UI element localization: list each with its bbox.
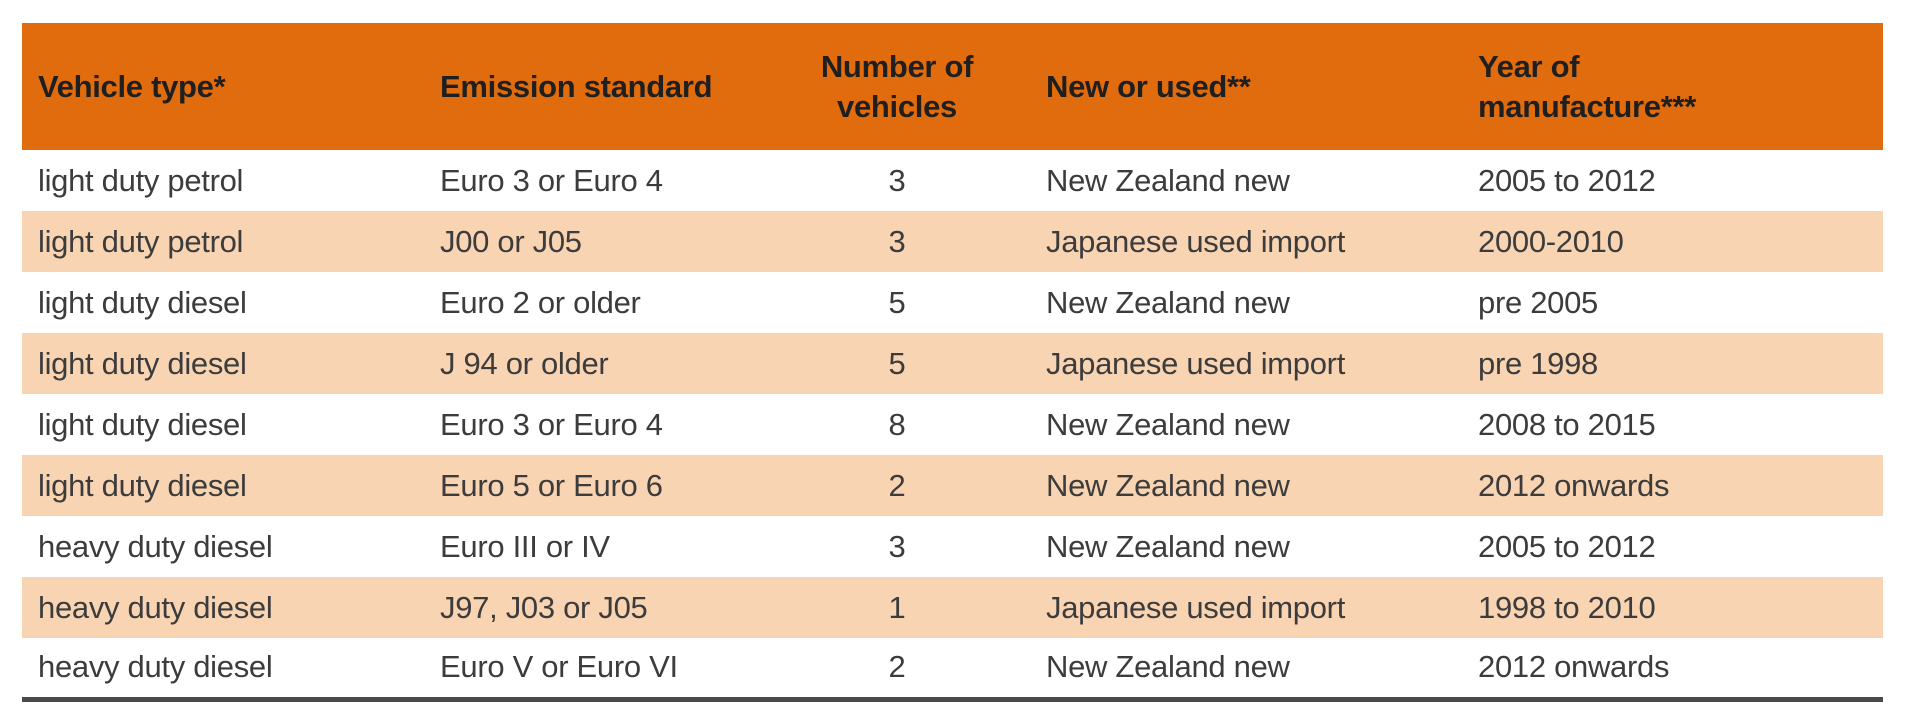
- cell-new-or-used: Japanese used import: [1012, 211, 1462, 272]
- cell-emission-standard: J 94 or older: [432, 333, 782, 394]
- col-header-vehicle-type: Vehicle type*: [22, 23, 432, 150]
- cell-emission-standard: Euro 2 or older: [440, 284, 641, 320]
- cell-emission-standard: Euro 3 or Euro 4: [440, 406, 663, 442]
- cell-year-of-manufacture: 2005 to 2012: [1478, 528, 1656, 564]
- cell-number-of-vehicles: 3: [888, 528, 906, 564]
- table-row: light duty diesel Euro 3 or Euro 4 8 New Ze…: [22, 394, 1883, 455]
- cell-year-of-manufacture: pre 2005: [1478, 284, 1598, 320]
- header-row: Vehicle type* Emission standard Number o…: [22, 23, 1883, 150]
- col-header-year-of-manufacture: Year of manufacture***: [1462, 23, 1883, 150]
- cell-number-of-vehicles: 5: [782, 333, 1012, 394]
- cell-emission-standard: Euro 3 or Euro 4: [440, 162, 663, 198]
- cell-vehicle-type: light duty diesel: [22, 455, 432, 516]
- cell-number-of-vehicles: 5: [888, 284, 906, 320]
- table-row: light duty diesel Euro 5 or Euro 6 2 New Ze…: [22, 455, 1883, 516]
- cell-year-of-manufacture: 1998 to 2010: [1462, 577, 1883, 638]
- cell-year-of-manufacture: 2000-2010: [1462, 211, 1883, 272]
- table-row: heavy duty diesel J97, J03 or J05 1 Japanes…: [22, 577, 1883, 638]
- cell-year-of-manufacture: pre 1998: [1462, 333, 1883, 394]
- cell-vehicle-type: heavy duty diesel: [38, 649, 273, 685]
- cell-new-or-used: New Zealand new: [1046, 649, 1290, 685]
- cell-vehicle-type: light duty petrol: [38, 162, 244, 198]
- cell-year-of-manufacture: 2008 to 2015: [1478, 406, 1656, 442]
- vehicle-fleet-table: Vehicle type* Emission standard Number o…: [22, 23, 1883, 702]
- col-header-emission-standard: Emission standard: [432, 23, 782, 150]
- col-header-new-or-used-label: New or used**: [1046, 68, 1251, 104]
- cell-number-of-vehicles: 3: [888, 162, 906, 198]
- cell-year-of-manufacture: 2005 to 2012: [1478, 162, 1656, 198]
- cell-new-or-used: New Zealand new: [1046, 406, 1290, 442]
- cell-vehicle-type: light duty diesel: [22, 333, 432, 394]
- cell-vehicle-type: light duty diesel: [38, 406, 247, 442]
- cell-number-of-vehicles: 3: [782, 211, 1012, 272]
- cell-emission-standard: Euro V or Euro VI: [440, 649, 678, 685]
- col-header-number-of-vehicles-label: Number of vehicles: [820, 48, 974, 124]
- col-header-year-of-manufacture-label: Year of manufacture***: [1478, 48, 1697, 124]
- col-header-new-or-used: New or used**: [1012, 23, 1462, 150]
- cell-new-or-used: Japanese used import: [1012, 577, 1462, 638]
- cell-new-or-used: New Zealand new: [1046, 162, 1290, 198]
- cell-vehicle-type: light duty petrol: [22, 211, 432, 272]
- cell-new-or-used: Japanese used import: [1012, 333, 1462, 394]
- table-row: light duty diesel J 94 or older 5 Japanese …: [22, 333, 1883, 394]
- cell-new-or-used: New Zealand new: [1046, 528, 1290, 564]
- cell-vehicle-type: heavy duty diesel: [22, 577, 432, 638]
- col-header-vehicle-type-label: Vehicle type*: [38, 68, 226, 104]
- table-row: heavy duty diesel Euro III or IV 3 New Zeal…: [22, 516, 1883, 577]
- cell-emission-standard: J97, J03 or J05: [432, 577, 782, 638]
- cell-number-of-vehicles: 1: [782, 577, 1012, 638]
- cell-number-of-vehicles: 2: [782, 455, 1012, 516]
- cell-emission-standard: Euro III or IV: [440, 528, 610, 564]
- table-row: heavy duty diesel Euro V or Euro VI 2 New Z…: [22, 638, 1883, 699]
- cell-vehicle-type: heavy duty diesel: [38, 528, 273, 564]
- col-header-emission-standard-label: Emission standard: [440, 68, 713, 104]
- cell-vehicle-type: light duty diesel: [38, 284, 247, 320]
- cell-year-of-manufacture: 2012 onwards: [1478, 649, 1670, 685]
- cell-emission-standard: Euro 5 or Euro 6: [432, 455, 782, 516]
- cell-new-or-used: New Zealand new: [1046, 284, 1290, 320]
- col-header-number-of-vehicles: Number of vehicles: [782, 23, 1012, 150]
- cell-new-or-used: New Zealand new: [1012, 455, 1462, 516]
- cell-number-of-vehicles: 8: [888, 406, 906, 442]
- cell-number-of-vehicles: 2: [888, 649, 906, 685]
- table-row: light duty petrol J00 or J05 3 Japanese use…: [22, 211, 1883, 272]
- cell-year-of-manufacture: 2012 onwards: [1462, 455, 1883, 516]
- table-body: light duty petrol Euro 3 or Euro 4 3 New Ze…: [22, 150, 1883, 699]
- table-row: light duty petrol Euro 3 or Euro 4 3 New Ze…: [22, 150, 1883, 211]
- cell-emission-standard: J00 or J05: [432, 211, 782, 272]
- table-row: light duty diesel Euro 2 or older 5 New Zea…: [22, 272, 1883, 333]
